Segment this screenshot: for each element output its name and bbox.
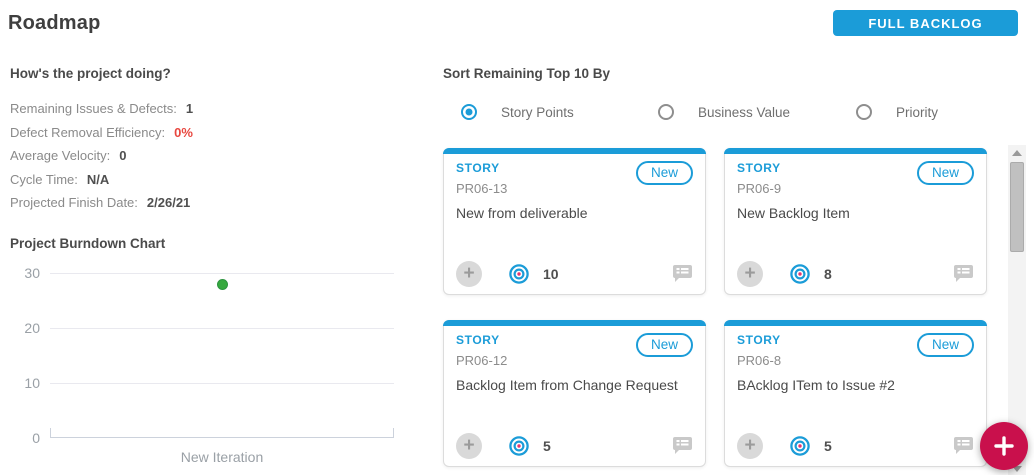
- stat-cycle-time: Cycle Time: N/A: [10, 168, 193, 192]
- burndown-chart: 30 20 10 0 New Iteration: [8, 260, 400, 470]
- stat-projected-finish-date: Projected Finish Date: 2/26/21: [10, 191, 193, 215]
- story-card[interactable]: STORY PR06-9 New New Backlog Item + 8: [724, 148, 987, 295]
- estimate-bullseye-icon: [509, 435, 529, 456]
- card-id: PR06-8: [737, 353, 782, 368]
- stat-value: 2/26/21: [146, 195, 191, 211]
- card-accent-bar: [724, 148, 987, 154]
- radio-option-priority[interactable]: Priority: [856, 104, 938, 120]
- card-accent-bar: [724, 320, 987, 326]
- add-to-sprint-button[interactable]: +: [737, 432, 763, 459]
- card-id: PR06-13: [456, 181, 508, 196]
- story-points-value: 10: [543, 265, 559, 282]
- full-backlog-button[interactable]: FULL BACKLOG: [833, 10, 1018, 36]
- card-type-label: STORY: [456, 333, 500, 347]
- add-to-sprint-button[interactable]: +: [737, 260, 763, 287]
- radio-button-icon[interactable]: [461, 104, 477, 120]
- status-badge: New: [635, 161, 693, 185]
- sort-options: Story Points Business Value Priority: [443, 104, 1003, 126]
- stat-label: Projected Finish Date:: [10, 195, 138, 211]
- radio-label: Business Value: [698, 104, 791, 120]
- y-tick-0: 0: [32, 430, 40, 446]
- add-backlog-item-fab[interactable]: [980, 422, 1028, 470]
- y-tick-10: 10: [24, 375, 40, 391]
- card-accent-bar: [443, 148, 706, 154]
- stat-label: Remaining Issues & Defects:: [10, 101, 177, 117]
- card-type-label: STORY: [456, 161, 500, 175]
- card-type-label: STORY: [737, 333, 781, 347]
- estimate-bullseye-icon: [790, 263, 810, 284]
- add-to-sprint-button[interactable]: +: [456, 432, 482, 459]
- status-badge: New: [635, 333, 693, 357]
- stat-value: 1: [185, 101, 194, 117]
- story-card[interactable]: STORY PR06-8 New BAcklog ITem to Issue #…: [724, 320, 987, 467]
- status-badge: New: [916, 333, 974, 357]
- radio-button-icon[interactable]: [856, 104, 872, 120]
- gridline-20: [50, 328, 394, 329]
- estimate-bullseye-icon: [790, 435, 810, 456]
- stat-value: 0: [119, 148, 127, 164]
- vertical-scrollbar[interactable]: [1008, 145, 1026, 475]
- card-id: PR06-9: [737, 181, 782, 196]
- stat-defect-removal-efficiency: Defect Removal Efficiency: 0%: [10, 121, 193, 145]
- project-status-heading: How's the project doing?: [10, 66, 171, 81]
- card-accent-bar: [443, 320, 706, 326]
- card-type-label: STORY: [737, 161, 781, 175]
- conversation-icon[interactable]: [672, 264, 693, 283]
- plus-icon: [994, 436, 1014, 456]
- radio-option-business-value[interactable]: Business Value: [658, 104, 790, 120]
- gridline-10: [50, 383, 394, 384]
- radio-label: Story Points: [501, 104, 574, 120]
- conversation-icon[interactable]: [672, 436, 693, 455]
- card-title: New Backlog Item: [737, 205, 850, 221]
- stat-label: Defect Removal Efficiency:: [10, 124, 166, 140]
- stat-value: 0%: [174, 124, 193, 140]
- conversation-icon[interactable]: [953, 436, 974, 455]
- stat-average-velocity: Average Velocity: 0: [10, 144, 193, 168]
- story-card[interactable]: STORY PR06-13 New New from deliverable +…: [443, 148, 706, 295]
- radio-option-story-points[interactable]: Story Points: [461, 104, 574, 120]
- stat-remaining-issues: Remaining Issues & Defects: 1: [10, 97, 193, 121]
- scrollbar-thumb[interactable]: [1010, 162, 1024, 252]
- burndown-chart-title: Project Burndown Chart: [10, 236, 166, 251]
- gridline-30: [50, 273, 394, 274]
- card-title: New from deliverable: [456, 205, 588, 221]
- page-title: Roadmap: [8, 12, 101, 34]
- project-stats: Remaining Issues & Defects: 1 Defect Rem…: [10, 97, 193, 215]
- conversation-icon[interactable]: [953, 264, 974, 283]
- stat-label: Average Velocity:: [10, 148, 111, 164]
- scroll-down-arrow-icon[interactable]: [1012, 466, 1022, 472]
- stat-value: N/A: [86, 171, 110, 187]
- story-points-value: 5: [543, 437, 551, 454]
- story-points-value: 5: [824, 437, 832, 454]
- add-to-sprint-button[interactable]: +: [456, 260, 482, 287]
- card-title: BAcklog ITem to Issue #2: [737, 377, 895, 393]
- story-card[interactable]: STORY PR06-12 New Backlog Item from Chan…: [443, 320, 706, 467]
- radio-label: Priority: [896, 104, 939, 120]
- card-title: Backlog Item from Change Request: [456, 377, 678, 393]
- radio-button-icon[interactable]: [658, 104, 674, 120]
- burndown-point: [216, 278, 228, 290]
- sort-panel-heading: Sort Remaining Top 10 By: [443, 66, 611, 81]
- status-badge: New: [916, 161, 974, 185]
- estimate-bullseye-icon: [509, 263, 529, 284]
- x-axis-bracket: [50, 428, 394, 438]
- stat-label: Cycle Time:: [10, 171, 78, 187]
- y-tick-30: 30: [24, 265, 40, 281]
- x-axis-category-label: New Iteration: [180, 449, 264, 465]
- card-id: PR06-12: [456, 353, 508, 368]
- story-points-value: 8: [824, 265, 832, 282]
- scroll-up-arrow-icon[interactable]: [1012, 150, 1022, 156]
- y-tick-20: 20: [24, 320, 40, 336]
